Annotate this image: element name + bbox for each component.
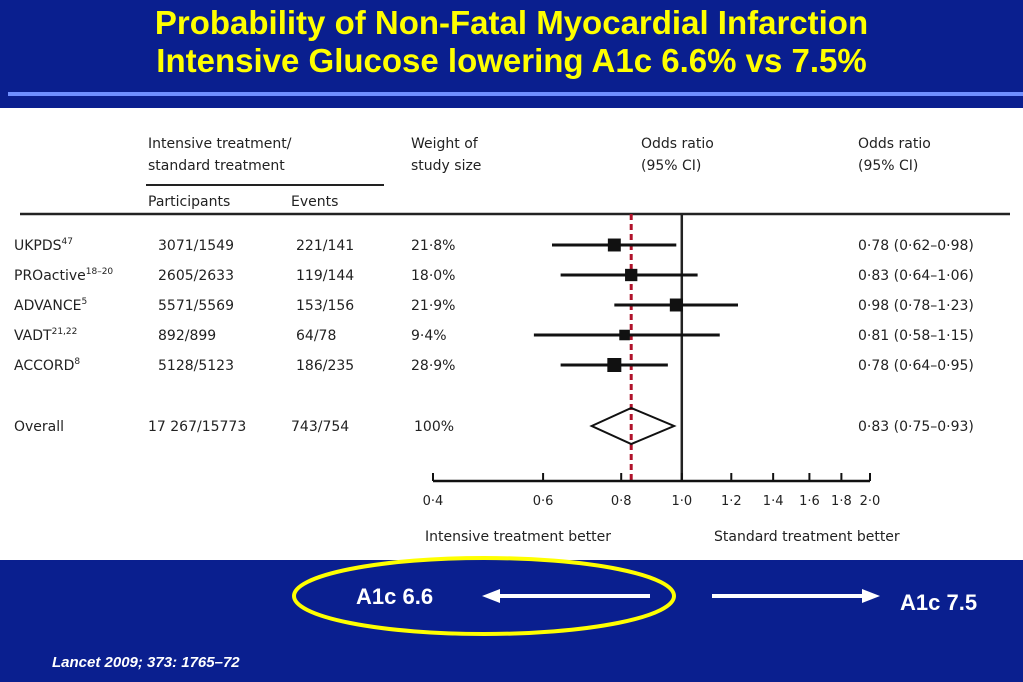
participants-cell: 892/899 (158, 328, 216, 344)
header-or-text: Odds ratio (858, 136, 931, 152)
label-a1c-7-5: A1c 7.5 (900, 590, 978, 615)
point-estimate-square (607, 358, 622, 372)
or-ci-cell: 0·78 (0·62–0·98) (858, 238, 974, 254)
study-name: ADVANCE5 (14, 297, 87, 314)
study-reference: 8 (74, 357, 80, 367)
citation: Lancet 2009; 373: 1765–72 (52, 654, 240, 671)
study-name: UKPDS47 (14, 237, 73, 254)
label-a1c-6-6: A1c 6.6 (356, 584, 434, 609)
weight-cell: 9·4% (411, 328, 447, 344)
events-cell: 64/78 (296, 328, 336, 344)
overall-or-ci: 0·83 (0·75–0·93) (858, 419, 974, 435)
events-cell: 119/144 (296, 268, 354, 284)
point-estimate-square (619, 329, 630, 341)
overall-participants: 17 267/15773 (148, 419, 246, 435)
overall-events: 743/754 (291, 419, 349, 435)
overall-weight: 100% (414, 419, 454, 435)
header-or-plot: Odds ratio (641, 136, 714, 152)
x-tick-label: 2·0 (860, 494, 881, 509)
study-name: ACCORD8 (14, 357, 80, 374)
x-tick-label: 1·6 (799, 494, 820, 509)
title-line-1: Probability of Non-Fatal Myocardial Infa… (154, 4, 869, 41)
annotation-layer (292, 556, 880, 636)
title-divider (8, 92, 1023, 96)
header-participants: Participants (148, 194, 230, 210)
or-ci-cell: 0·81 (0·58–1·15) (858, 328, 974, 344)
x-tick-label: 1·8 (831, 494, 852, 509)
favours-right-label: Standard treatment better (714, 529, 900, 545)
events-cell: 153/156 (296, 298, 354, 314)
weight-cell: 28·9% (411, 358, 455, 374)
study-reference: 47 (62, 237, 73, 247)
header-group: Intensive treatment/ (148, 136, 292, 152)
x-tick-label: 1·2 (721, 494, 742, 509)
weight-cell: 21·9% (411, 298, 455, 314)
x-tick-label: 0·6 (533, 494, 554, 509)
overall-name: Overall (14, 419, 64, 435)
header-or-plot-2: (95% CI) (641, 158, 701, 174)
study-reference: 18–20 (86, 267, 114, 277)
right-arrow-icon (862, 589, 880, 603)
or-ci-cell: 0·98 (0·78–1·23) (858, 298, 974, 314)
title-line-2: Intensive Glucose lowering A1c 6.6% vs 7… (156, 42, 867, 79)
favours-left-label: Intensive treatment better (425, 529, 611, 545)
x-tick-label: 1·0 (671, 494, 692, 509)
participants-cell: 5571/5569 (158, 298, 234, 314)
study-reference: 21,22 (52, 327, 78, 337)
x-tick-label: 1·4 (763, 494, 784, 509)
point-estimate-square (607, 238, 621, 252)
or-ci-cell: 0·83 (0·64–1·06) (858, 268, 974, 284)
participants-cell: 2605/2633 (158, 268, 234, 284)
header-group-2: standard treatment (148, 158, 285, 174)
header-weight: Weight of (411, 136, 479, 152)
highlight-ellipse (292, 556, 676, 636)
study-reference: 5 (81, 297, 87, 307)
study-name: PROactive18–20 (14, 267, 113, 284)
participants-cell: 3071/1549 (158, 238, 234, 254)
events-cell: 221/141 (296, 238, 354, 254)
participants-cell: 5128/5123 (158, 358, 234, 374)
left-arrow-icon (482, 589, 500, 603)
point-estimate-square (669, 298, 683, 312)
or-ci-cell: 0·78 (0·64–0·95) (858, 358, 974, 374)
overall-diamond (589, 406, 677, 446)
study-name: VADT21,22 (14, 327, 77, 344)
header-events: Events (291, 194, 338, 210)
point-estimate-square (625, 268, 638, 282)
events-cell: 186/235 (296, 358, 354, 374)
header-weight-2: study size (411, 158, 481, 174)
forest-plot: Intensive treatment/ standard treatment … (14, 136, 1010, 545)
header-or-text-2: (95% CI) (858, 158, 918, 174)
x-tick-label: 0·4 (423, 494, 444, 509)
slide-title: Probability of Non-Fatal Myocardial Infa… (0, 4, 1023, 80)
weight-cell: 21·8% (411, 238, 455, 254)
x-tick-label: 0·8 (611, 494, 632, 509)
weight-cell: 18·0% (411, 268, 455, 284)
forest-plot-panel: Intensive treatment/ standard treatment … (0, 108, 1023, 560)
